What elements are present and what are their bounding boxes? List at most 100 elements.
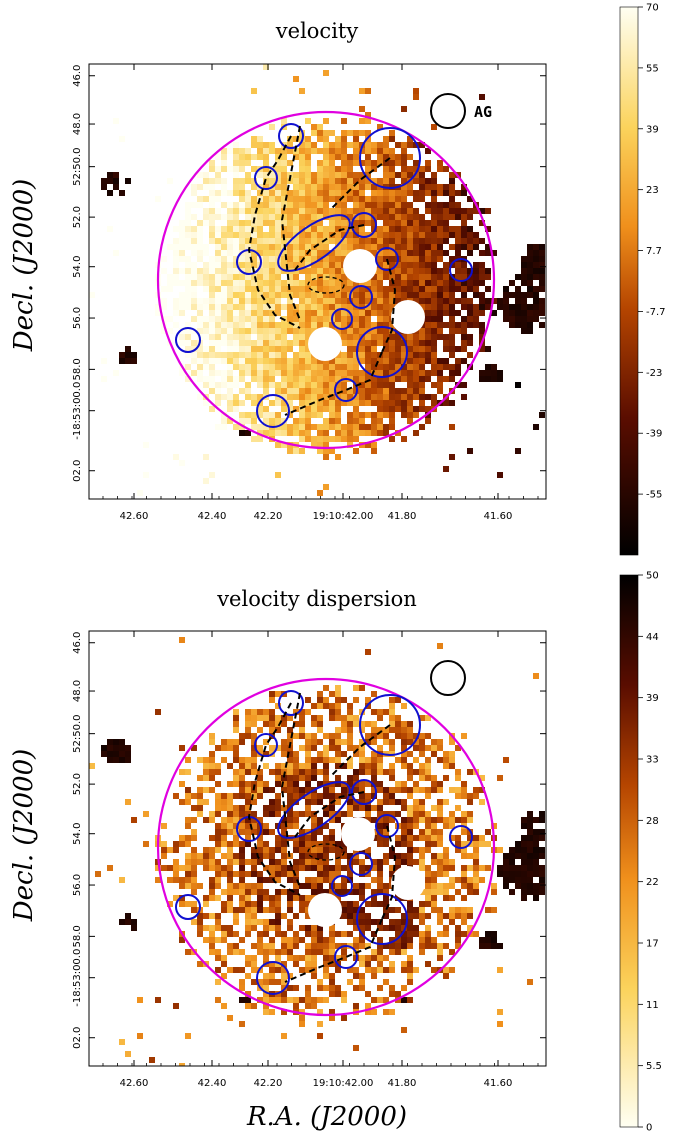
map-pixel [353, 424, 359, 430]
map-pixel [239, 967, 245, 973]
map-pixel [281, 292, 287, 298]
map-pixel [233, 817, 239, 823]
map-pixel [251, 817, 257, 823]
map-pixel [365, 148, 371, 154]
map-pixel [251, 955, 257, 961]
map-pixel [389, 907, 395, 913]
map-pixel [425, 304, 431, 310]
map-pixel [317, 388, 323, 394]
map-pixel [335, 865, 341, 871]
map-pixel [353, 883, 359, 889]
map-pixel [263, 1009, 269, 1015]
map-pixel [533, 256, 539, 262]
map-pixel [269, 346, 275, 352]
map-pixel [263, 376, 269, 382]
map-pixel [245, 334, 251, 340]
map-pixel [101, 745, 107, 751]
map-pixel [275, 202, 281, 208]
map-pixel [401, 196, 407, 202]
map-pixel [185, 208, 191, 214]
map-pixel [437, 244, 443, 250]
map-pixel [413, 226, 419, 232]
map-pixel [485, 268, 491, 274]
map-pixel [365, 697, 371, 703]
map-pixel [383, 1009, 389, 1015]
map-pixel [245, 1003, 251, 1009]
map-pixel [317, 262, 323, 268]
map-pixel [521, 859, 527, 865]
map-pixel [323, 859, 329, 865]
map-pixel [275, 763, 281, 769]
map-pixel [203, 382, 209, 388]
map-pixel [347, 745, 353, 751]
map-pixel [287, 400, 293, 406]
map-pixel [257, 232, 263, 238]
map-pixel [299, 220, 305, 226]
map-pixel [185, 877, 191, 883]
map-pixel [275, 997, 281, 1003]
map-pixel [257, 274, 263, 280]
map-pixel [299, 865, 305, 871]
map-pixel [185, 853, 191, 859]
map-pixel [383, 262, 389, 268]
map-pixel [263, 715, 269, 721]
map-pixel [341, 811, 347, 817]
map-pixel [347, 358, 353, 364]
map-pixel [317, 721, 323, 727]
map-pixel [209, 214, 215, 220]
map-pixel [197, 370, 203, 376]
map-pixel [389, 817, 395, 823]
map-pixel [293, 1003, 299, 1009]
map-pixel [437, 250, 443, 256]
map-pixel [245, 352, 251, 358]
map-pixel [431, 184, 437, 190]
map-pixel [389, 787, 395, 793]
map-pixel [203, 316, 209, 322]
map-pixel [365, 430, 371, 436]
map-pixel [503, 859, 509, 865]
map-pixel [185, 334, 191, 340]
colorbar-tick-label: 39 [646, 124, 659, 135]
map-pixel [287, 232, 293, 238]
map-pixel [401, 751, 407, 757]
map-pixel [521, 877, 527, 883]
map-pixel [107, 757, 113, 763]
map-pixel [287, 901, 293, 907]
map-pixel [269, 214, 275, 220]
map-pixel [329, 991, 335, 997]
map-pixel [263, 352, 269, 358]
map-pixel [365, 310, 371, 316]
map-pixel [185, 244, 191, 250]
map-pixel [305, 955, 311, 961]
map-pixel [473, 280, 479, 286]
map-pixel [257, 190, 263, 196]
map-pixel [131, 919, 137, 925]
map-pixel [257, 172, 263, 178]
colorbar-tick-label: 23 [646, 185, 659, 196]
map-pixel [377, 727, 383, 733]
map-pixel [377, 268, 383, 274]
map-pixel [305, 901, 311, 907]
map-pixel [281, 226, 287, 232]
map-pixel [287, 769, 293, 775]
map-pixel [197, 196, 203, 202]
map-pixel [287, 895, 293, 901]
map-pixel [113, 184, 119, 190]
map-pixel [437, 907, 443, 913]
map-pixel [191, 298, 197, 304]
map-pixel [269, 238, 275, 244]
map-pixel [467, 889, 473, 895]
map-pixel [329, 745, 335, 751]
map-pixel [371, 292, 377, 298]
map-pixel [347, 709, 353, 715]
map-pixel [359, 925, 365, 931]
map-pixel [365, 358, 371, 364]
map-pixel [263, 142, 269, 148]
map-pixel [377, 949, 383, 955]
map-pixel [179, 226, 185, 232]
map-pixel [311, 703, 317, 709]
x-tick-label: 41.60 [484, 511, 513, 522]
map-pixel [365, 280, 371, 286]
map-pixel [317, 430, 323, 436]
map-pixel [197, 883, 203, 889]
